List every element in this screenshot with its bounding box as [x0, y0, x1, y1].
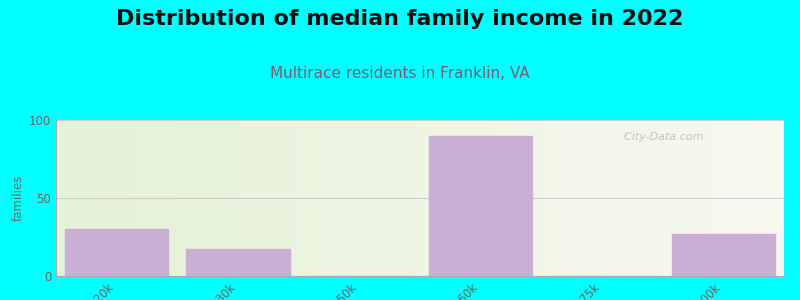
Y-axis label: families: families [12, 175, 25, 221]
Bar [672, 234, 775, 276]
Text: Distribution of median family income in 2022: Distribution of median family income in … [116, 9, 684, 29]
Text: Multirace residents in Franklin, VA: Multirace residents in Franklin, VA [270, 66, 530, 81]
Text: City-Data.com: City-Data.com [617, 133, 703, 142]
Bar [186, 250, 290, 276]
Bar [65, 229, 168, 276]
Bar [429, 136, 532, 276]
